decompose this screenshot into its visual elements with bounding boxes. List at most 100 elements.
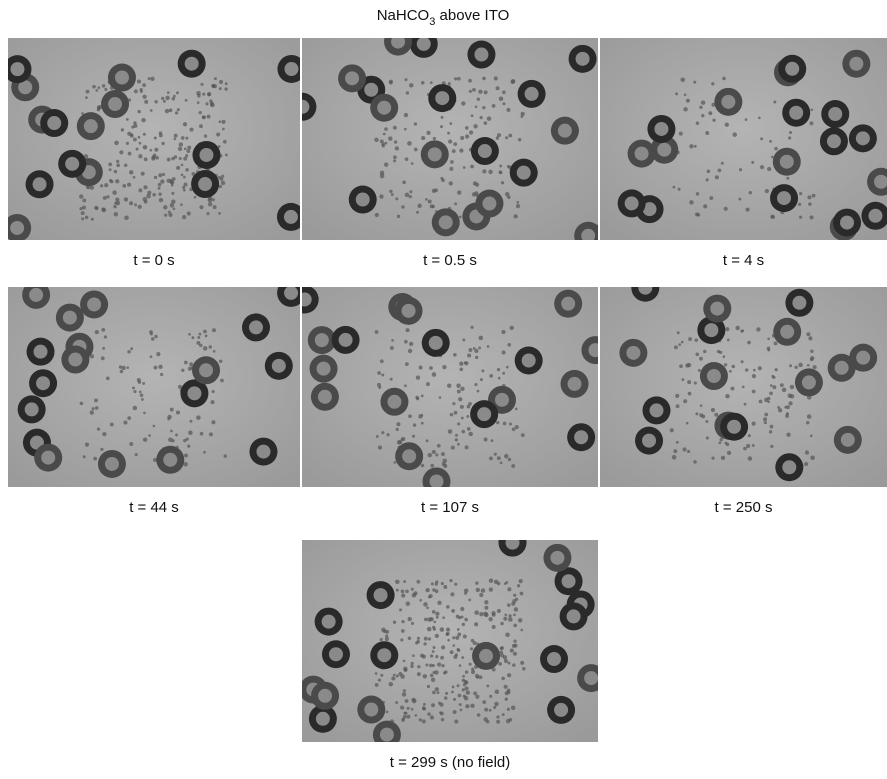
particle: [466, 427, 471, 431]
particle: [460, 416, 464, 420]
particle: [115, 200, 121, 206]
particle: [401, 620, 405, 624]
particle: [432, 627, 436, 631]
particle: [447, 131, 451, 135]
particle: [484, 707, 489, 712]
particle: [499, 164, 503, 168]
particle: [401, 692, 407, 697]
particle: [454, 582, 458, 586]
particle: [728, 369, 732, 373]
particle: [689, 200, 694, 205]
particle: [505, 632, 510, 638]
particle: [191, 172, 196, 176]
particle: [483, 121, 488, 125]
particle: [701, 414, 706, 419]
droplet-core: [427, 147, 442, 162]
particle: [400, 674, 405, 679]
particle: [379, 139, 384, 144]
particle: [437, 600, 442, 606]
particle: [100, 447, 104, 452]
particle: [688, 337, 693, 341]
particle: [428, 594, 433, 599]
particle: [472, 641, 477, 646]
particle: [441, 645, 446, 650]
particle: [672, 185, 676, 189]
particle: [82, 455, 86, 459]
particle: [374, 212, 379, 218]
particle: [503, 582, 507, 586]
particle: [427, 712, 431, 716]
particle: [518, 579, 523, 584]
particle: [211, 390, 215, 394]
particle: [100, 356, 105, 361]
particle: [400, 437, 404, 441]
particle: [207, 93, 211, 97]
particle: [403, 580, 407, 583]
particle: [503, 616, 508, 621]
particle: [129, 170, 134, 175]
particle: [89, 354, 95, 359]
particle: [431, 188, 436, 193]
particle: [423, 636, 428, 641]
particle: [454, 202, 458, 206]
particle: [675, 92, 679, 96]
particle: [168, 212, 173, 217]
particle: [507, 661, 511, 665]
droplet-core: [785, 61, 800, 76]
particle: [471, 670, 476, 675]
particle: [787, 393, 793, 398]
particle: [212, 198, 216, 202]
particle: [491, 667, 496, 672]
particle: [102, 195, 107, 200]
droplet-core: [657, 142, 672, 157]
particle: [175, 410, 181, 415]
particle: [501, 713, 505, 717]
particle: [385, 634, 389, 638]
particle: [439, 627, 445, 632]
particle: [703, 204, 708, 209]
particle: [810, 108, 814, 112]
particle: [189, 127, 194, 132]
particle: [199, 124, 204, 129]
particle: [504, 453, 509, 459]
particle: [196, 340, 201, 345]
particle: [695, 212, 700, 217]
droplet-core: [163, 452, 178, 467]
particle: [116, 163, 121, 168]
particle: [455, 433, 458, 437]
particle: [507, 342, 512, 347]
particle: [685, 421, 689, 425]
particle: [517, 138, 522, 142]
particle: [176, 165, 181, 170]
particle: [395, 674, 399, 678]
particle: [774, 368, 778, 372]
particle: [799, 192, 803, 196]
particle: [104, 87, 108, 92]
particle: [440, 176, 444, 180]
particle: [382, 629, 387, 634]
particle: [460, 606, 465, 612]
particle: [406, 706, 410, 710]
particle: [401, 718, 405, 722]
particle: [404, 699, 409, 703]
particle: [168, 108, 173, 113]
particle: [222, 139, 227, 144]
particle: [711, 102, 716, 107]
particle: [420, 653, 424, 658]
particle: [456, 383, 461, 388]
particle: [508, 614, 512, 618]
droplet-core: [840, 215, 855, 230]
particle: [166, 178, 171, 183]
particle: [457, 76, 461, 81]
particle: [784, 405, 788, 409]
particle: [476, 389, 480, 393]
particle: [180, 203, 183, 207]
particle: [389, 377, 393, 381]
particle: [474, 622, 479, 627]
droplet-core: [199, 147, 214, 162]
particle: [431, 703, 435, 708]
image-panel: t = 107 s: [302, 287, 598, 516]
particle: [123, 163, 128, 168]
particle: [119, 150, 124, 155]
